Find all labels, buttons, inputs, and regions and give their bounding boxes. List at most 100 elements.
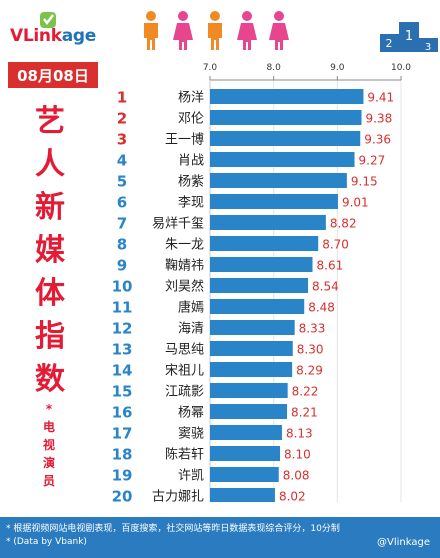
side-subtitle-char: * (45, 402, 53, 416)
person-orange-icon (208, 11, 222, 50)
value-label: 8.54 (312, 280, 339, 294)
bar (210, 383, 288, 398)
bar (210, 299, 305, 314)
side-title-char: 艺 (35, 104, 65, 139)
bar (210, 488, 275, 502)
value-label: 8.30 (297, 343, 324, 357)
value-label: 8.22 (292, 385, 319, 399)
watermark: @Vlinkage (377, 537, 430, 548)
value-label: 8.82 (330, 217, 357, 231)
category-label: 鞠婧祎 (165, 259, 204, 274)
value-label: 8.08 (283, 469, 310, 483)
category-label: 陈若轩 (165, 447, 204, 463)
date-badge: 08月08日 (8, 62, 98, 88)
side-title-char: 新 (35, 190, 65, 225)
category-label: 易烊千玺 (152, 217, 204, 232)
bar (210, 341, 293, 356)
svg-text:2: 2 (386, 37, 393, 50)
value-label: 8.33 (299, 322, 326, 336)
footer: * 根据视频网站电视剧表现，百度搜索，社交网站等昨日数据表现综合评分，10分制 … (0, 517, 440, 558)
category-label: 肖战 (178, 154, 204, 169)
value-label: 8.29 (296, 364, 323, 378)
value-label: 8.21 (291, 406, 318, 420)
side-title-char: 指 (35, 319, 65, 354)
category-label: 宋祖儿 (165, 364, 204, 379)
vlinkage-logo (40, 12, 56, 28)
x-tick-label: 7.0 (203, 63, 218, 73)
category-label: 窦骁 (178, 427, 204, 442)
rank-label: 2 (117, 110, 127, 128)
x-tick-label: 8.0 (267, 63, 282, 73)
logo-text-prefix: VLink (10, 26, 62, 46)
podium-icon: 2 1 3 (380, 22, 438, 52)
bar (210, 236, 319, 251)
person-orange-icon (144, 11, 158, 50)
rank-label: 10 (112, 278, 132, 296)
person-pink-icon (173, 11, 193, 50)
rank-label: 18 (112, 446, 132, 464)
bar (210, 110, 362, 125)
logo-text: VLinkage (10, 26, 96, 46)
footer-note-1: * 根据视频网站电视剧表现，百度搜索，社交网站等昨日数据表现综合评分，10分制 (6, 524, 340, 534)
side-subtitle-char: 电 (42, 420, 55, 434)
bar (210, 467, 279, 482)
person-pink-icon (237, 11, 257, 50)
rank-label: 11 (112, 299, 132, 317)
rank-label: 14 (112, 362, 132, 380)
rank-label: 12 (112, 320, 132, 338)
bar (210, 257, 313, 272)
rank-label: 9 (117, 257, 127, 275)
rank-label: 3 (117, 131, 127, 149)
logo-text-suffix: age (61, 26, 97, 46)
side-title-char: 人 (35, 147, 65, 182)
rank-label: 17 (112, 425, 132, 443)
rank-label: 19 (112, 467, 132, 485)
side-title-char: 体 (35, 276, 65, 311)
bar (210, 362, 293, 377)
x-tick-label: 9.0 (330, 63, 345, 73)
value-label: 8.70 (322, 238, 349, 252)
side-title: 艺人新媒体指数 (30, 100, 70, 401)
bar (210, 425, 282, 440)
person-pink-icon (269, 11, 289, 50)
rank-label: 8 (117, 236, 127, 254)
logo-mark-icon (40, 12, 56, 28)
category-label: 许凯 (178, 469, 204, 484)
bar (210, 404, 288, 419)
value-label: 8.13 (286, 427, 313, 441)
side-subtitle-char: 视 (42, 438, 55, 452)
rank-label: 6 (117, 194, 127, 212)
side-title-char: 数 (35, 362, 65, 397)
value-label: 8.10 (284, 448, 311, 462)
value-label: 9.36 (364, 133, 391, 147)
bar (210, 89, 364, 104)
rank-label: 7 (117, 215, 127, 233)
bar (210, 215, 326, 230)
side-subtitle-char: 演 (42, 456, 55, 470)
bar (210, 152, 355, 167)
rank-label: 15 (112, 383, 132, 401)
bar (210, 173, 347, 188)
category-label: 马思纯 (165, 343, 204, 358)
value-label: 8.48 (308, 301, 335, 315)
category-label: 古力娜扎 (152, 490, 204, 503)
value-label: 9.27 (359, 154, 386, 168)
rank-label: 16 (112, 404, 132, 422)
bar (210, 278, 309, 293)
bar (210, 320, 295, 335)
bar (210, 446, 281, 461)
value-label: 9.01 (342, 196, 369, 210)
category-label: 刘昊然 (165, 279, 204, 295)
x-tick-label: 10.0 (391, 63, 411, 73)
category-label: 海清 (178, 322, 204, 337)
rank-label: 1 (117, 89, 127, 107)
side-subtitle-char: 员 (42, 474, 55, 488)
rank-label: 5 (117, 173, 127, 191)
bar (210, 194, 338, 209)
people-icons (144, 11, 289, 50)
bar (210, 131, 361, 146)
footer-note-2: * (Data by Vbank) (6, 537, 87, 547)
rank-label: 13 (112, 341, 132, 359)
value-label: 8.02 (279, 490, 306, 503)
side-title-char: 媒 (35, 233, 65, 268)
